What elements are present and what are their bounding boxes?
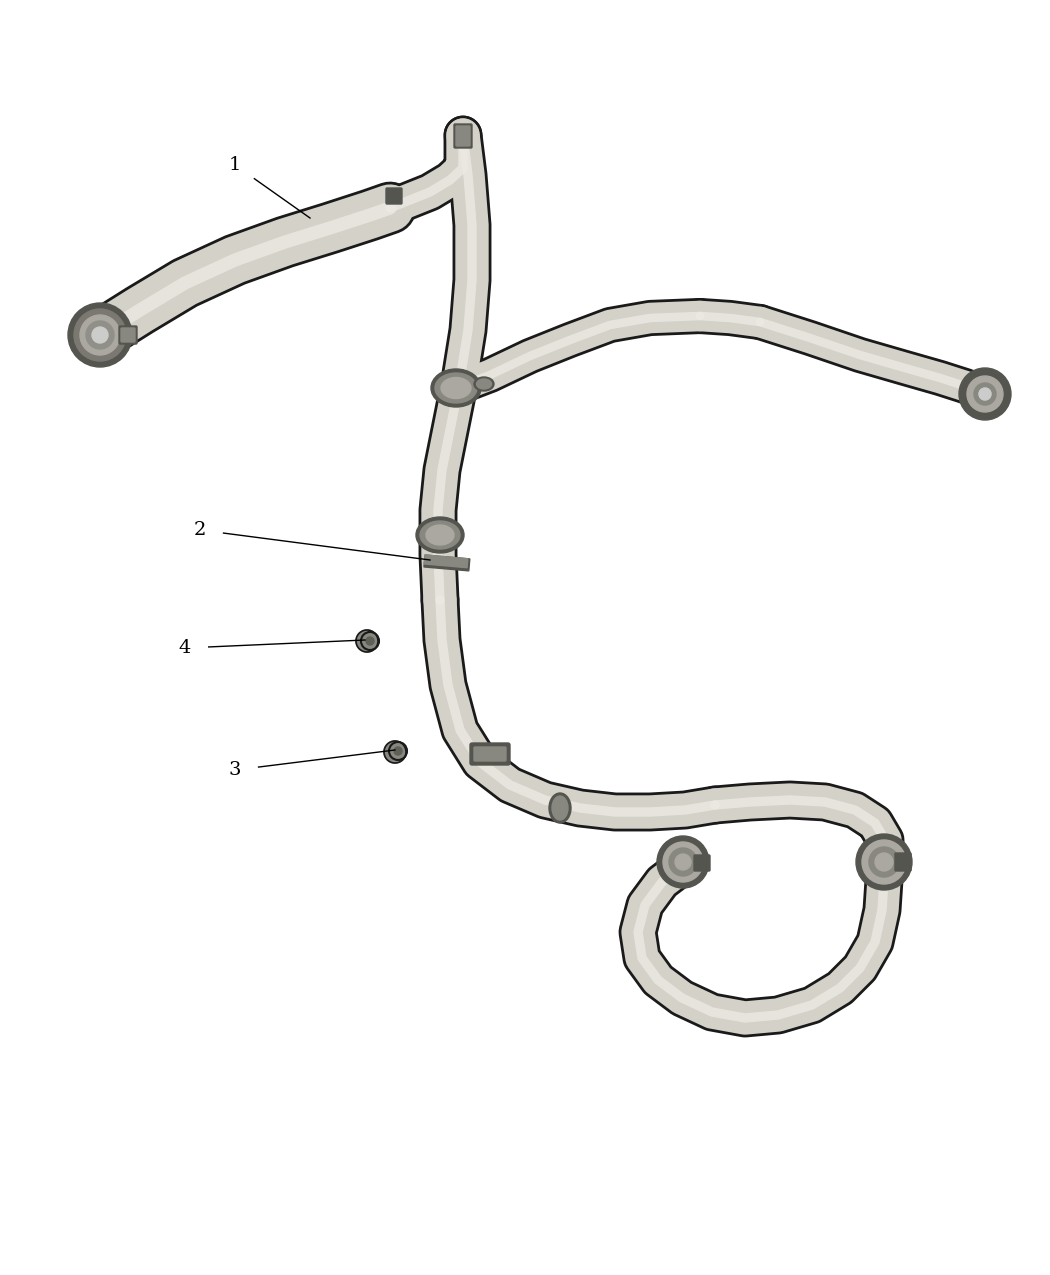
Circle shape: [361, 632, 379, 650]
Circle shape: [80, 315, 120, 354]
Ellipse shape: [430, 368, 481, 407]
Bar: [424, 555, 469, 571]
Circle shape: [675, 854, 691, 870]
FancyBboxPatch shape: [694, 856, 710, 871]
Bar: [424, 555, 468, 567]
Circle shape: [68, 303, 132, 367]
Text: 2: 2: [194, 521, 206, 539]
Circle shape: [356, 630, 378, 652]
Ellipse shape: [474, 377, 494, 391]
Circle shape: [213, 143, 257, 187]
Circle shape: [979, 388, 991, 400]
Circle shape: [663, 842, 704, 882]
FancyBboxPatch shape: [895, 853, 911, 871]
Circle shape: [388, 742, 407, 760]
FancyBboxPatch shape: [386, 187, 402, 204]
Circle shape: [669, 848, 697, 876]
Circle shape: [163, 626, 207, 669]
Ellipse shape: [549, 793, 571, 822]
Circle shape: [92, 326, 108, 343]
Ellipse shape: [416, 516, 464, 553]
Circle shape: [86, 321, 114, 349]
FancyBboxPatch shape: [456, 126, 470, 147]
FancyBboxPatch shape: [470, 743, 510, 765]
Circle shape: [74, 309, 126, 361]
Circle shape: [384, 741, 406, 762]
Circle shape: [959, 368, 1011, 419]
Ellipse shape: [441, 377, 471, 399]
Circle shape: [394, 747, 402, 755]
FancyBboxPatch shape: [121, 328, 135, 342]
Circle shape: [366, 638, 374, 645]
FancyBboxPatch shape: [474, 747, 506, 761]
Circle shape: [974, 382, 996, 405]
Text: 4: 4: [178, 639, 191, 657]
Circle shape: [178, 507, 222, 552]
Ellipse shape: [552, 796, 568, 820]
Circle shape: [213, 748, 257, 792]
Circle shape: [967, 376, 1003, 412]
FancyBboxPatch shape: [119, 326, 136, 344]
Ellipse shape: [477, 379, 491, 389]
Text: 3: 3: [229, 761, 242, 779]
Circle shape: [869, 847, 899, 877]
FancyBboxPatch shape: [454, 124, 473, 148]
Circle shape: [856, 834, 912, 890]
Circle shape: [657, 836, 709, 887]
Ellipse shape: [420, 521, 460, 550]
Circle shape: [875, 853, 892, 871]
Circle shape: [862, 840, 906, 884]
Text: 1: 1: [229, 156, 242, 173]
Ellipse shape: [426, 525, 454, 544]
Ellipse shape: [435, 374, 477, 403]
